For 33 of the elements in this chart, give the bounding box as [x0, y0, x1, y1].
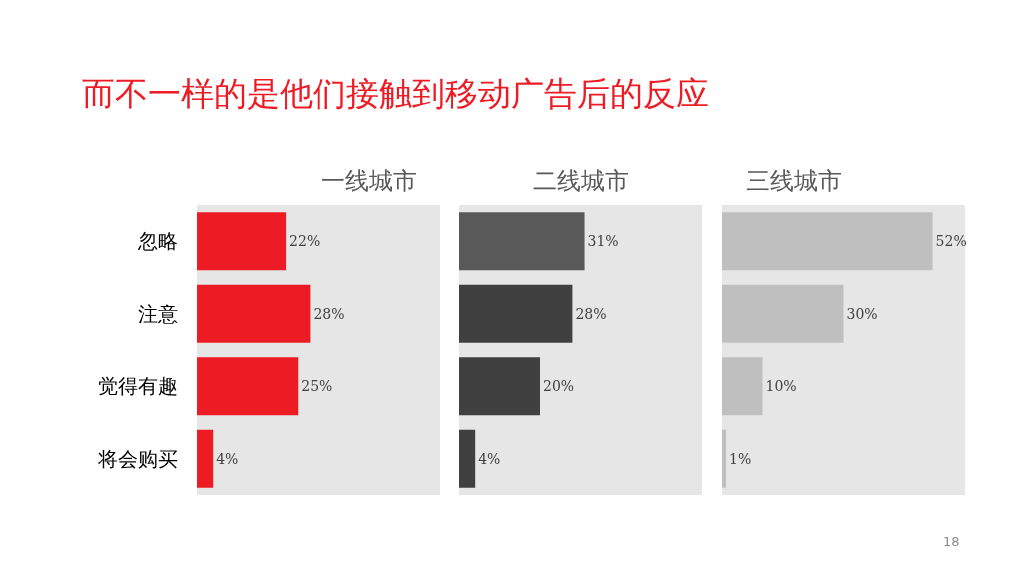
bar — [459, 284, 573, 343]
bar — [722, 357, 763, 416]
y-tick-label: 将会购买 — [97, 446, 178, 471]
data-label: 10% — [765, 378, 797, 395]
y-tick-label: 注意 — [138, 301, 178, 326]
data-label: 30% — [846, 305, 878, 322]
bar — [197, 284, 311, 343]
bar — [197, 357, 299, 416]
bar — [722, 284, 844, 343]
data-label: 4% — [478, 450, 501, 467]
data-label: 28% — [575, 305, 607, 322]
bar — [459, 429, 476, 488]
text: 18 — [943, 534, 960, 549]
data-label: 1% — [729, 450, 752, 467]
bar — [459, 212, 585, 271]
data-label: 28% — [313, 305, 345, 322]
chart-title: 二线城市 — [533, 167, 629, 195]
data-label: 25% — [301, 378, 333, 395]
chart-title: 三线城市 — [746, 167, 842, 195]
bar — [197, 429, 214, 488]
bar — [722, 212, 933, 271]
data-label: 4% — [216, 450, 239, 467]
chart-title: 一线城市 — [321, 167, 417, 195]
bar — [722, 429, 727, 488]
text: 而不一样的是他们接触到移动广告后的反应 — [82, 74, 709, 113]
data-label: 52% — [935, 233, 967, 250]
y-tick-label: 忽略 — [137, 229, 178, 254]
y-tick-label: 觉得有趣 — [98, 374, 178, 399]
bar — [459, 357, 540, 416]
bar — [197, 212, 287, 271]
data-label: 22% — [289, 233, 321, 250]
data-label: 31% — [587, 233, 619, 250]
data-label: 20% — [543, 378, 575, 395]
